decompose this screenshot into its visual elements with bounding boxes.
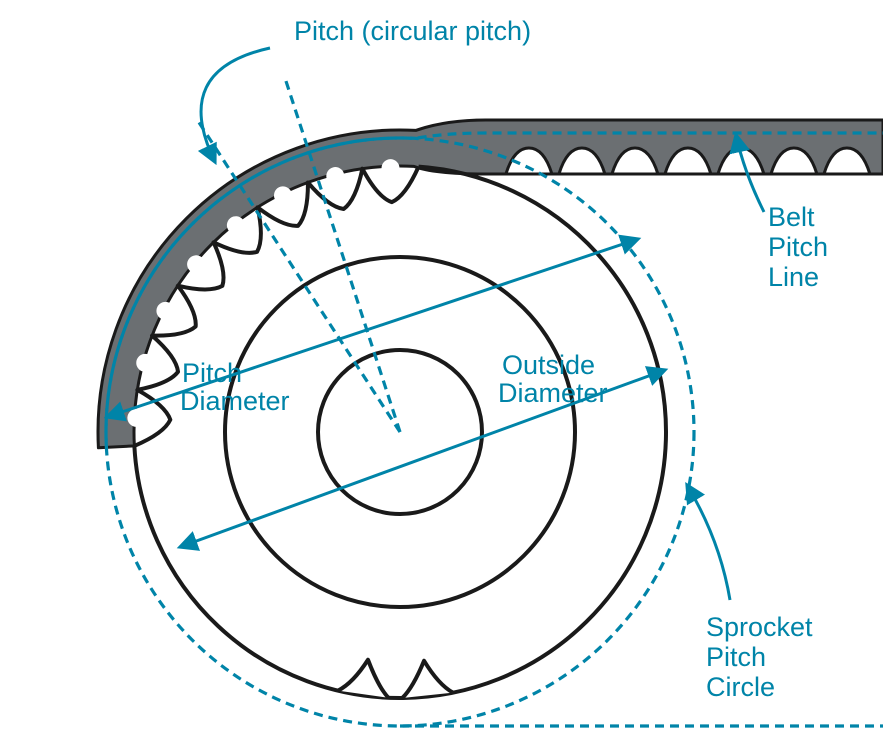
pulley-belt-diagram: Pitch (circular pitch)PitchDiameterOutsi… xyxy=(0,0,883,756)
sprocket-pitch-label-3: Circle xyxy=(706,672,775,702)
belt-wrap-tooth xyxy=(136,418,166,420)
belt-wrap-tooth xyxy=(165,311,192,325)
sprocket-pitch-circle-leader xyxy=(687,485,730,600)
outside-diameter-label-2: Diameter xyxy=(498,378,608,408)
belt-wrap-tooth xyxy=(145,363,174,371)
belt-wrap-tooth xyxy=(236,225,255,248)
belt-pitch-label-1: Belt xyxy=(768,202,815,232)
sprocket-pitch-label-1: Sprocket xyxy=(706,612,813,642)
pitch-leader xyxy=(201,48,270,162)
pitch-diameter-label-2: Diameter xyxy=(180,386,290,416)
belt-pitch-label-3: Line xyxy=(768,262,819,292)
outside-diameter-label-1: Outside xyxy=(502,350,595,380)
belt-pitch-label-2: Pitch xyxy=(768,232,828,262)
pitch-diameter-label-1: Pitch xyxy=(182,358,242,388)
belt-wrap-tooth xyxy=(335,176,342,205)
sprocket-pitch-label-2: Pitch xyxy=(706,642,766,672)
belt-wrap-tooth xyxy=(196,264,219,283)
sprocket xyxy=(134,167,666,698)
sprocket-bottom-tooth xyxy=(402,661,453,698)
belt-wrap-tooth xyxy=(390,168,391,198)
belt-wrap-tooth xyxy=(283,195,296,222)
pitch-title-label: Pitch (circular pitch) xyxy=(294,16,531,46)
